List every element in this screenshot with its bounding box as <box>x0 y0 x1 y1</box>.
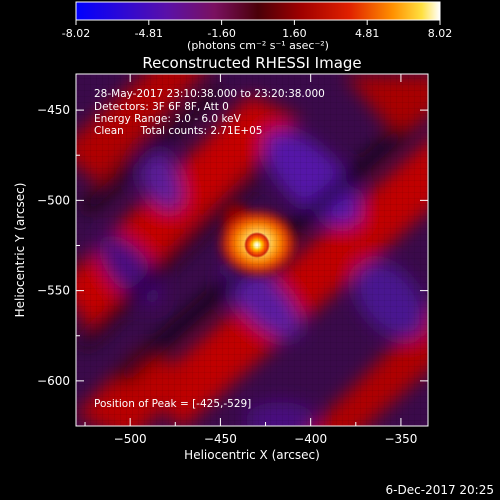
colorbar-tick-label: 8.02 <box>428 27 453 40</box>
x-tick-label: −400 <box>294 432 327 446</box>
colorbar-tick-label: 4.81 <box>355 27 380 40</box>
heatmap-image <box>76 74 428 426</box>
colorbar-tick-label: -4.81 <box>135 27 163 40</box>
colorbar-tick-label: -8.02 <box>62 27 90 40</box>
x-tick-label: −350 <box>384 432 417 446</box>
peak-position-label: Position of Peak = [-425,-529] <box>94 398 251 410</box>
colorbar-unit-label: (photons cm⁻² s⁻¹ asec⁻²) <box>187 39 329 52</box>
info-line-counts: Clean Total counts: 2.71E+05 <box>94 125 263 137</box>
colorbar-tick-label: -1.60 <box>207 27 235 40</box>
y-tick-label: −450 <box>37 103 70 117</box>
colorbar-tick-label: 1.60 <box>282 27 307 40</box>
info-block: 28-May-2017 23:10:38.000 to 23:20:38.000… <box>94 88 325 137</box>
x-axis-label: Heliocentric X (arcsec) <box>184 448 320 462</box>
x-axis: −500 −450 −400 −350 <box>84 74 417 446</box>
info-line-time: 28-May-2017 23:10:38.000 to 23:20:38.000 <box>94 88 325 100</box>
colorbar-gradient <box>75 1 441 21</box>
x-tick-label: −450 <box>204 432 237 446</box>
x-tick-label: −500 <box>114 432 147 446</box>
info-line-detectors: Detectors: 3F 6F 8F, Att 0 <box>94 101 229 113</box>
y-axis-label: Heliocentric Y (arcsec) <box>13 183 27 318</box>
info-line-energy: Energy Range: 3.0 - 6.0 keV <box>94 113 242 125</box>
y-tick-label: −550 <box>37 284 70 298</box>
y-tick-label: −600 <box>37 374 70 388</box>
plot-frame <box>75 73 429 427</box>
colorbar: -8.02 -4.81 -1.60 1.60 4.81 8.02 (photons cm⁻… <box>62 1 453 52</box>
y-axis: −450 −500 −550 −600 <box>37 103 428 427</box>
footer-date: 6-Dec-2017 20:25 <box>386 483 494 497</box>
y-tick-label: −500 <box>37 193 70 207</box>
plot-title: Reconstructed RHESSI Image <box>142 54 361 72</box>
